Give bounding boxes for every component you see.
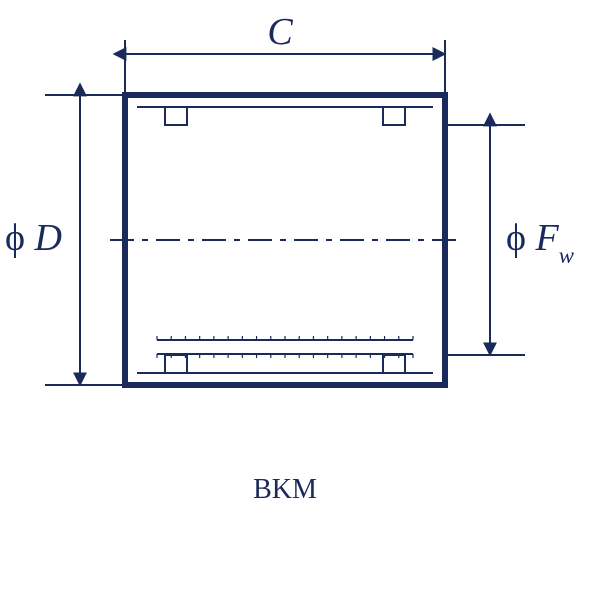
- dim-c-label: C: [267, 11, 293, 53]
- dim-fw-label: ϕ Fw: [506, 217, 575, 268]
- dim-d-label: ϕ D: [5, 217, 62, 259]
- caption: BKM: [253, 474, 317, 505]
- retainer-bracket: [137, 355, 187, 373]
- retainer-bracket: [383, 107, 433, 125]
- retainer-bracket: [383, 355, 433, 373]
- retainer-bracket: [137, 107, 187, 125]
